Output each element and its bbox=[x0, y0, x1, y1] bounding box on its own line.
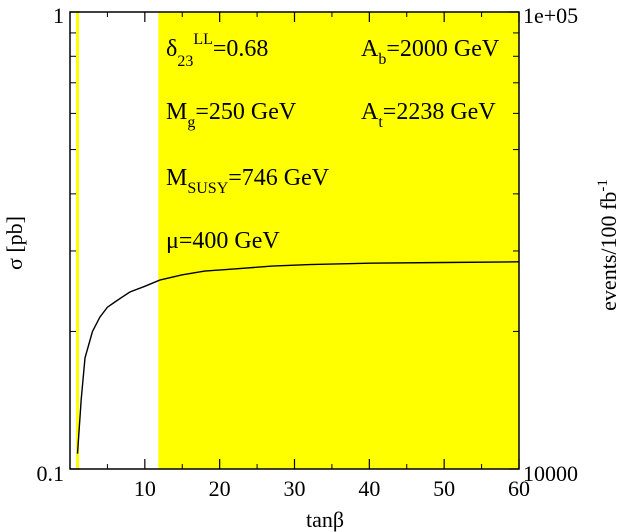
shaded-region-2 bbox=[158, 12, 519, 469]
y2-axis-title: events/100 fb-1 bbox=[595, 179, 621, 311]
x-tick-label: 20 bbox=[209, 476, 231, 501]
annotation-msusy: MSUSY=746 GeV bbox=[166, 165, 330, 197]
x-tick-label: 50 bbox=[433, 476, 455, 501]
annotation-delta: δ23LL=0.68 bbox=[166, 31, 268, 70]
x-axis-title: tanβ bbox=[306, 507, 344, 532]
shaded-region-1 bbox=[75, 12, 79, 469]
x-tick-label: 30 bbox=[284, 476, 306, 501]
x-tick-label: 10 bbox=[134, 476, 156, 501]
series-line-1 bbox=[76, 261, 520, 454]
x-tick-label: 40 bbox=[358, 476, 380, 501]
annotation-at: At=2238 GeV bbox=[361, 99, 496, 131]
y-tick-label-bottom: 0.1 bbox=[37, 461, 65, 486]
annotation-ab: Ab=2000 GeV bbox=[361, 36, 500, 68]
annotation-mu: μ=400 GeV bbox=[166, 228, 280, 254]
y2-tick-label-top: 1e+05 bbox=[523, 3, 578, 28]
y-tick-label-top: 1 bbox=[53, 3, 64, 28]
y2-tick-label-bottom: 10000 bbox=[523, 461, 578, 486]
y-axis-title: σ [pb] bbox=[2, 216, 27, 270]
x-tick-label: 60 bbox=[508, 476, 530, 501]
annotation-mg: Mg=250 GeV bbox=[166, 99, 297, 131]
